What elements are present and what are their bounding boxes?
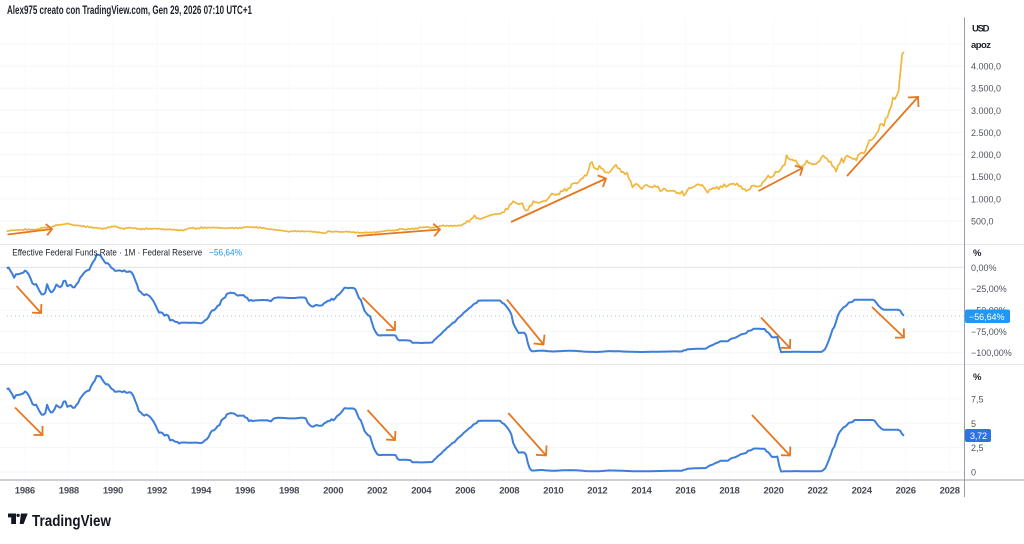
svg-text:2018: 2018 <box>719 485 739 496</box>
svg-text:2000: 2000 <box>323 485 343 496</box>
svg-text:2.500,0: 2.500,0 <box>971 128 1001 138</box>
svg-text:2.000,0: 2.000,0 <box>971 150 1001 160</box>
svg-text:1.500,0: 1.500,0 <box>971 172 1001 182</box>
svg-text:1996: 1996 <box>235 485 255 496</box>
svg-text:1986: 1986 <box>15 485 35 496</box>
svg-text:2006: 2006 <box>455 485 475 496</box>
svg-text:2010: 2010 <box>543 485 563 496</box>
svg-text:2012: 2012 <box>587 485 607 496</box>
svg-text:2022: 2022 <box>808 485 828 496</box>
svg-text:2,5: 2,5 <box>971 443 984 453</box>
svg-text:Alex975 creato con TradingView: Alex975 creato con TradingView.com, Gen … <box>7 5 252 17</box>
svg-text:−75,00%: −75,00% <box>971 327 1007 337</box>
svg-text:2002: 2002 <box>367 485 387 496</box>
svg-text:2026: 2026 <box>896 485 916 496</box>
svg-text:−100,00%: −100,00% <box>971 348 1012 358</box>
svg-text:2024: 2024 <box>852 485 873 496</box>
svg-text:2008: 2008 <box>499 485 519 496</box>
svg-text:USD: USD <box>972 24 990 35</box>
svg-text:−56,64%: −56,64% <box>969 312 1005 322</box>
svg-text:Effective Federal Funds Rate ·: Effective Federal Funds Rate · 1M · Fede… <box>12 248 202 259</box>
svg-text:2016: 2016 <box>675 485 695 496</box>
svg-text:3,72: 3,72 <box>970 431 987 441</box>
svg-text:0,00%: 0,00% <box>971 263 997 273</box>
svg-text:%: % <box>973 248 982 259</box>
svg-text:1.000,0: 1.000,0 <box>971 194 1001 204</box>
svg-text:0: 0 <box>971 468 976 478</box>
svg-text:3.000,0: 3.000,0 <box>971 106 1001 116</box>
svg-text:2004: 2004 <box>411 485 432 496</box>
svg-text:1994: 1994 <box>191 485 212 496</box>
svg-text:2014: 2014 <box>631 485 652 496</box>
svg-text:500,0: 500,0 <box>971 217 994 227</box>
svg-text:apoz: apoz <box>971 40 991 51</box>
svg-text:1990: 1990 <box>103 485 123 496</box>
svg-text:1992: 1992 <box>147 485 167 496</box>
svg-text:−25,00%: −25,00% <box>971 284 1007 294</box>
svg-text:%: % <box>973 372 982 383</box>
svg-text:5: 5 <box>971 419 976 429</box>
svg-text:2020: 2020 <box>764 485 784 496</box>
svg-text:TradingView: TradingView <box>32 513 112 530</box>
svg-text:1998: 1998 <box>279 485 299 496</box>
svg-text:2028: 2028 <box>940 485 960 496</box>
svg-text:−56,64%: −56,64% <box>209 248 242 259</box>
svg-text:3.500,0: 3.500,0 <box>971 84 1001 94</box>
svg-text:1988: 1988 <box>59 485 79 496</box>
svg-text:4.000,0: 4.000,0 <box>971 62 1001 72</box>
svg-text:7,5: 7,5 <box>971 394 984 404</box>
